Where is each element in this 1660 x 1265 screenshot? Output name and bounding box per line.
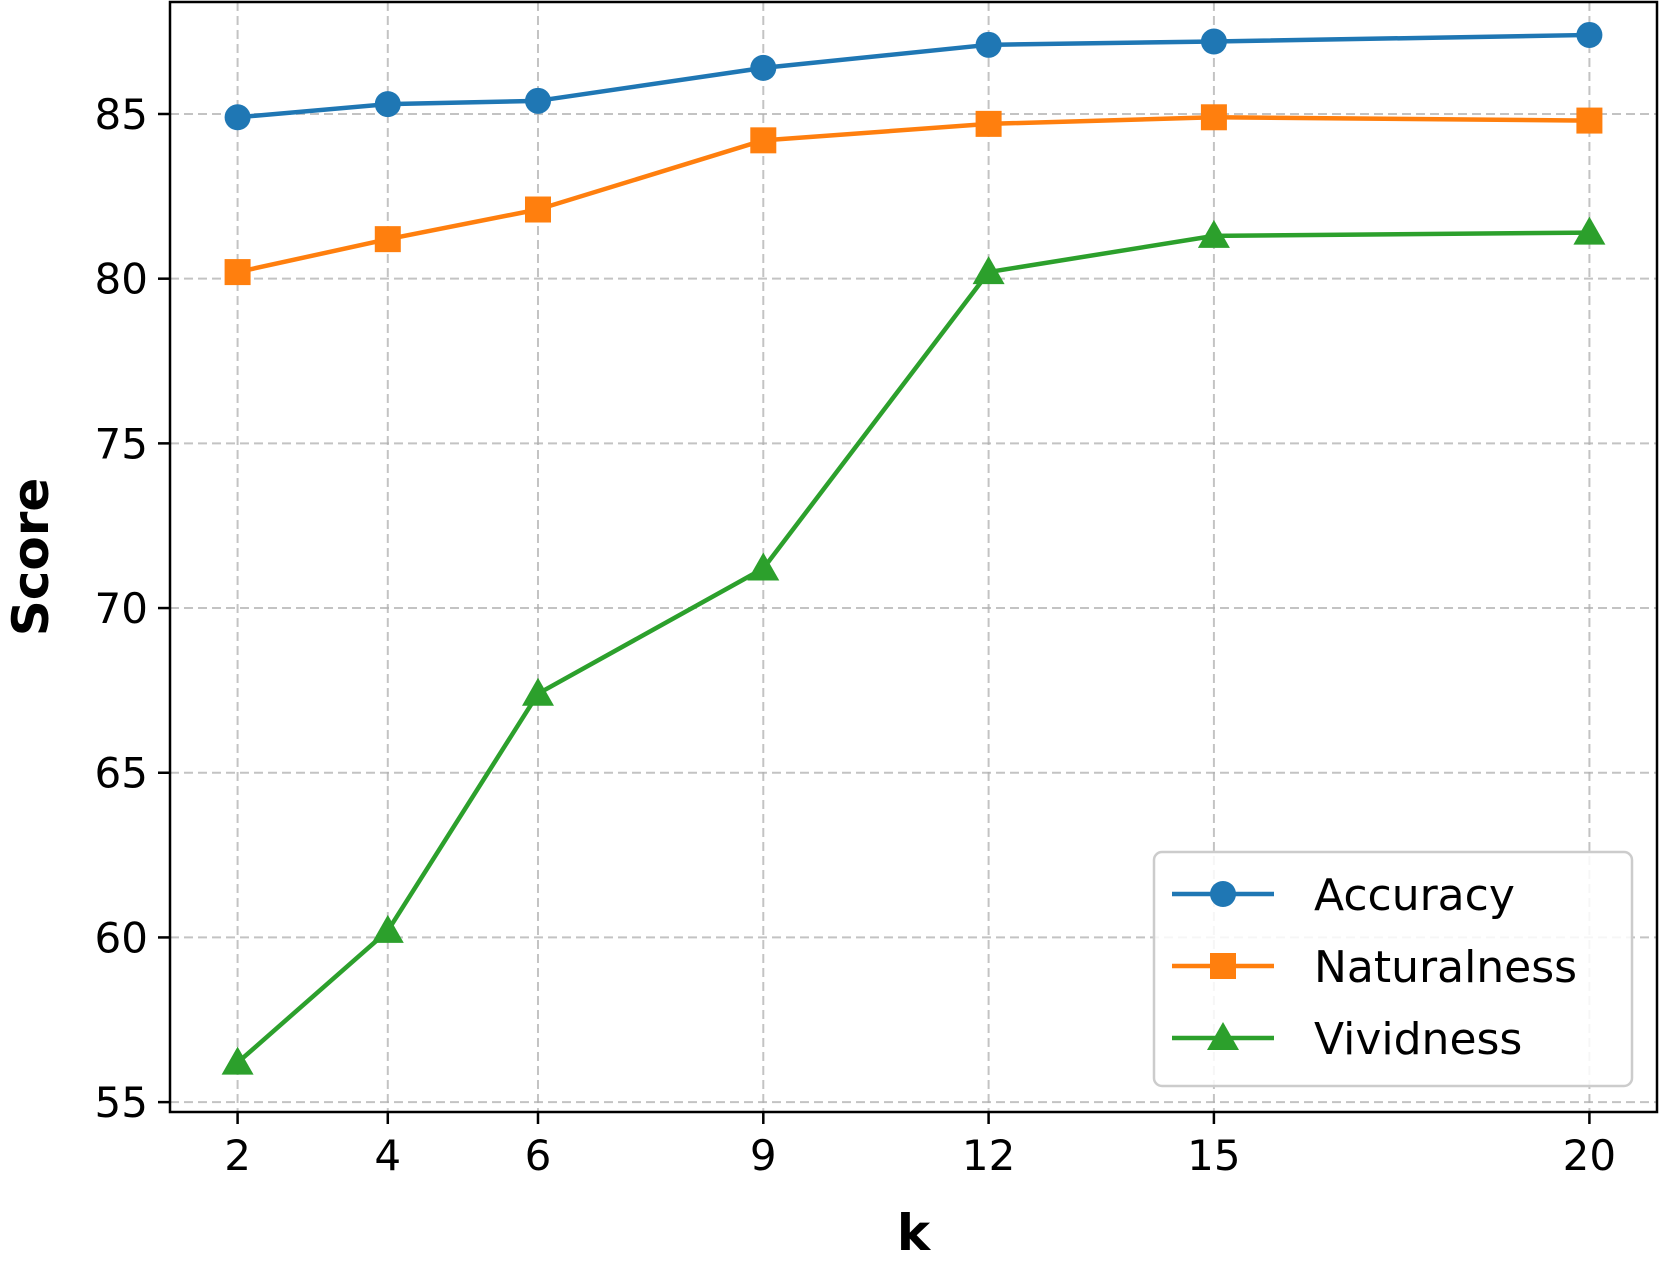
data-point-naturalness — [1576, 107, 1603, 134]
series-accuracy — [224, 21, 1603, 131]
data-point-accuracy — [224, 104, 251, 131]
x-tick-label: 2 — [224, 1131, 251, 1180]
y-tick-label: 55 — [95, 1078, 148, 1127]
legend-marker-accuracy — [1210, 881, 1236, 907]
legend-label-accuracy: Accuracy — [1314, 870, 1515, 921]
axis-ticks: 2 4 6 9 12 15 20 55 60 65 70 75 80 85 — [95, 90, 1617, 1180]
x-tick-label: 4 — [374, 1131, 401, 1180]
series-layer — [221, 21, 1606, 1075]
legend-item-accuracy: Accuracy — [1172, 870, 1515, 921]
data-point-naturalness — [1200, 104, 1227, 131]
y-tick-label: 65 — [95, 749, 148, 798]
x-tick-label: 12 — [962, 1131, 1015, 1180]
legend: Accuracy Naturalness Vividness — [1152, 850, 1634, 1088]
data-point-naturalness — [750, 127, 777, 154]
data-point-naturalness — [975, 110, 1002, 137]
y-axis-title: Score — [2, 478, 60, 637]
data-point-vividness — [1197, 219, 1230, 248]
series-vividness — [221, 216, 1606, 1075]
y-tick-label: 85 — [95, 90, 148, 139]
plot-frame — [168, 0, 1659, 1114]
data-point-vividness — [972, 256, 1005, 285]
data-point-accuracy — [524, 87, 551, 114]
data-point-accuracy — [1200, 28, 1227, 55]
x-tick-label: 20 — [1563, 1131, 1616, 1180]
x-tick-label: 6 — [525, 1131, 552, 1180]
y-tick-label: 80 — [95, 255, 148, 304]
data-point-vividness — [371, 914, 404, 943]
data-point-accuracy — [750, 54, 777, 81]
y-tick-label: 60 — [95, 913, 148, 962]
legend-marker-vividness — [1207, 1022, 1239, 1050]
legend-label-naturalness: Naturalness — [1314, 942, 1577, 993]
data-point-vividness — [521, 677, 554, 706]
data-point-vividness — [1573, 216, 1606, 245]
data-point-accuracy — [374, 91, 401, 118]
y-tick-label: 75 — [95, 419, 148, 468]
data-point-naturalness — [524, 196, 551, 223]
x-tick-label: 15 — [1187, 1131, 1240, 1180]
data-point-accuracy — [975, 31, 1002, 58]
data-point-naturalness — [224, 259, 251, 286]
series-naturalness — [224, 104, 1603, 286]
legend-box — [1152, 850, 1634, 1088]
legend-label-vividness: Vividness — [1314, 1014, 1522, 1065]
legend-item-vividness: Vividness — [1172, 1014, 1522, 1065]
legend-marker-naturalness — [1210, 953, 1236, 979]
data-point-accuracy — [1576, 21, 1603, 48]
y-tick-label: 70 — [95, 584, 148, 633]
data-point-vividness — [221, 1046, 254, 1075]
data-point-naturalness — [374, 226, 401, 253]
legend-item-naturalness: Naturalness — [1172, 942, 1577, 993]
data-point-vividness — [747, 552, 780, 581]
x-tick-label: 9 — [750, 1131, 777, 1180]
x-axis-title: k — [897, 1204, 932, 1262]
